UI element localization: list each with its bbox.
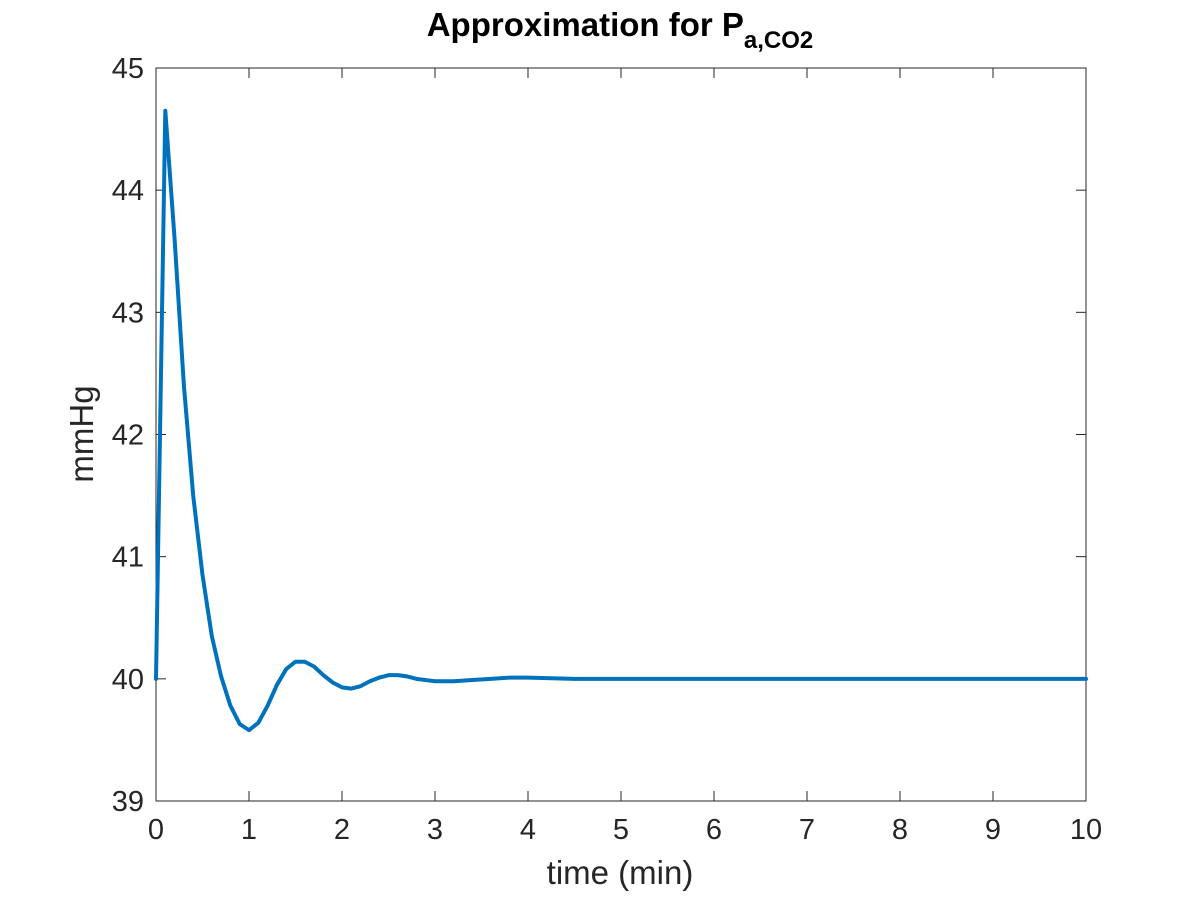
x-tick-label: 9 [985,814,1001,846]
y-tick-label: 45 [112,53,144,85]
chart-title-subscript: a,CO2 [744,27,813,54]
y-tick-label: 41 [112,542,144,574]
y-tick-label: 43 [112,297,144,329]
y-tick-label: 40 [112,664,144,696]
x-axis-label: time (min) [547,854,694,891]
x-tick-label: 10 [1070,814,1102,846]
y-tick-label: 42 [112,420,144,452]
chart-title: Approximation for Pa,CO2 [427,6,814,54]
y-axis-label: mmHg [63,385,100,482]
axes-box [155,67,1087,802]
x-tick-label: 8 [892,814,908,846]
series-line [154,108,1088,733]
y-tick-label: 44 [112,175,144,207]
x-tick-label: 0 [148,814,164,846]
chart-title-main: Approximation for P [427,6,744,43]
x-tick-label: 7 [799,814,815,846]
x-tick-label: 2 [334,814,350,846]
x-tick-label: 1 [241,814,257,846]
x-tick-label: 6 [706,814,722,846]
y-tick-label: 39 [112,786,144,818]
x-tick-label: 4 [520,814,536,846]
x-tick-label: 3 [427,814,443,846]
x-tick-label: 5 [613,814,629,846]
